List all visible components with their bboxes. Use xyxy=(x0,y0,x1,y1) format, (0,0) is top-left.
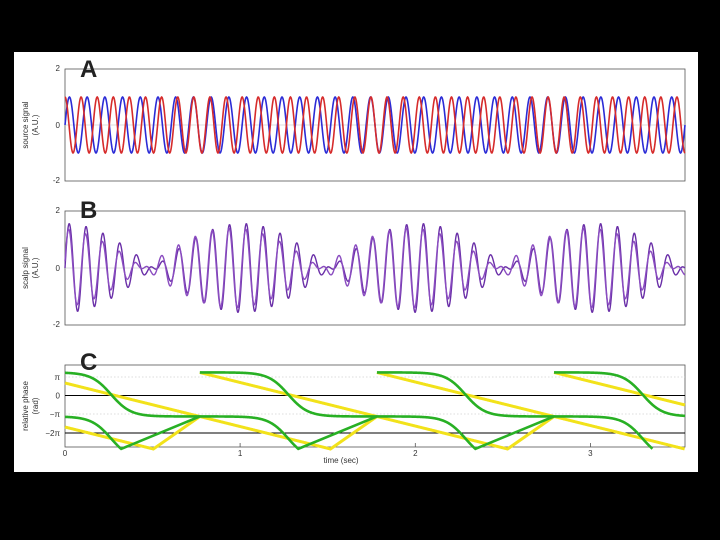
c-green-segment-1 xyxy=(64,415,654,451)
slide-canvas: A 2 0 -2 source signal (A.U.) B 2 0 -2 s… xyxy=(14,52,698,472)
panel-c: C π 0 −π −2π relative phase (rad) 0 1 2 … xyxy=(21,349,686,465)
c-green-segment-0 xyxy=(64,371,686,418)
panel-c-ylabel-line2: (rad) xyxy=(31,397,40,414)
panel-b: B 2 0 -2 scalp signal (A.U.) xyxy=(21,197,686,329)
panel-c-xtick-1: 1 xyxy=(238,449,243,458)
panel-b-ytick-zero: 0 xyxy=(56,264,61,273)
figure-svg: A 2 0 -2 source signal (A.U.) B 2 0 -2 s… xyxy=(21,56,686,465)
panel-c-series-yellow xyxy=(64,370,686,451)
panel-c-series-green xyxy=(64,371,686,451)
panel-c-ytick-zero: 0 xyxy=(56,392,61,401)
panel-a-ytick-zero: 0 xyxy=(56,121,61,130)
panel-c-ytick-pi: π xyxy=(54,373,60,382)
panel-c-xtick-3: 3 xyxy=(588,449,593,458)
panel-b-ytick-top: 2 xyxy=(56,206,61,215)
panel-a: A 2 0 -2 source signal (A.U.) xyxy=(21,56,686,185)
panel-a-letter: A xyxy=(80,56,97,83)
c-yellow-segment-0 xyxy=(64,370,686,418)
panel-a-ytick-bottom: -2 xyxy=(53,176,61,185)
panel-c-xtick-2: 2 xyxy=(413,449,418,458)
panel-b-ylabel-line1: scalp signal xyxy=(21,247,30,289)
panel-b-ytick-bottom: -2 xyxy=(53,320,61,329)
panel-a-series-red xyxy=(64,95,686,155)
panel-c-xlabel: time (sec) xyxy=(323,456,358,465)
panel-b-ylabel-line2: (A.U.) xyxy=(31,257,40,278)
panel-c-letter: C xyxy=(80,349,97,376)
panel-c-ytick-minus-2pi: −2π xyxy=(45,429,60,438)
panel-c-ytick-minus-pi: −π xyxy=(50,410,61,419)
panel-b-letter: B xyxy=(80,197,97,224)
panel-c-xtick-0: 0 xyxy=(63,449,68,458)
c-yellow-segment-1 xyxy=(64,414,685,451)
panel-a-ylabel-line2: (A.U.) xyxy=(31,114,40,135)
panel-c-frame xyxy=(64,364,686,448)
panel-a-ytick-top: 2 xyxy=(56,64,61,73)
panel-b-series-2 xyxy=(64,227,686,309)
panel-a-ylabel-line1: source signal xyxy=(21,101,30,148)
panel-c-ylabel-line1: relative phase xyxy=(21,381,30,431)
